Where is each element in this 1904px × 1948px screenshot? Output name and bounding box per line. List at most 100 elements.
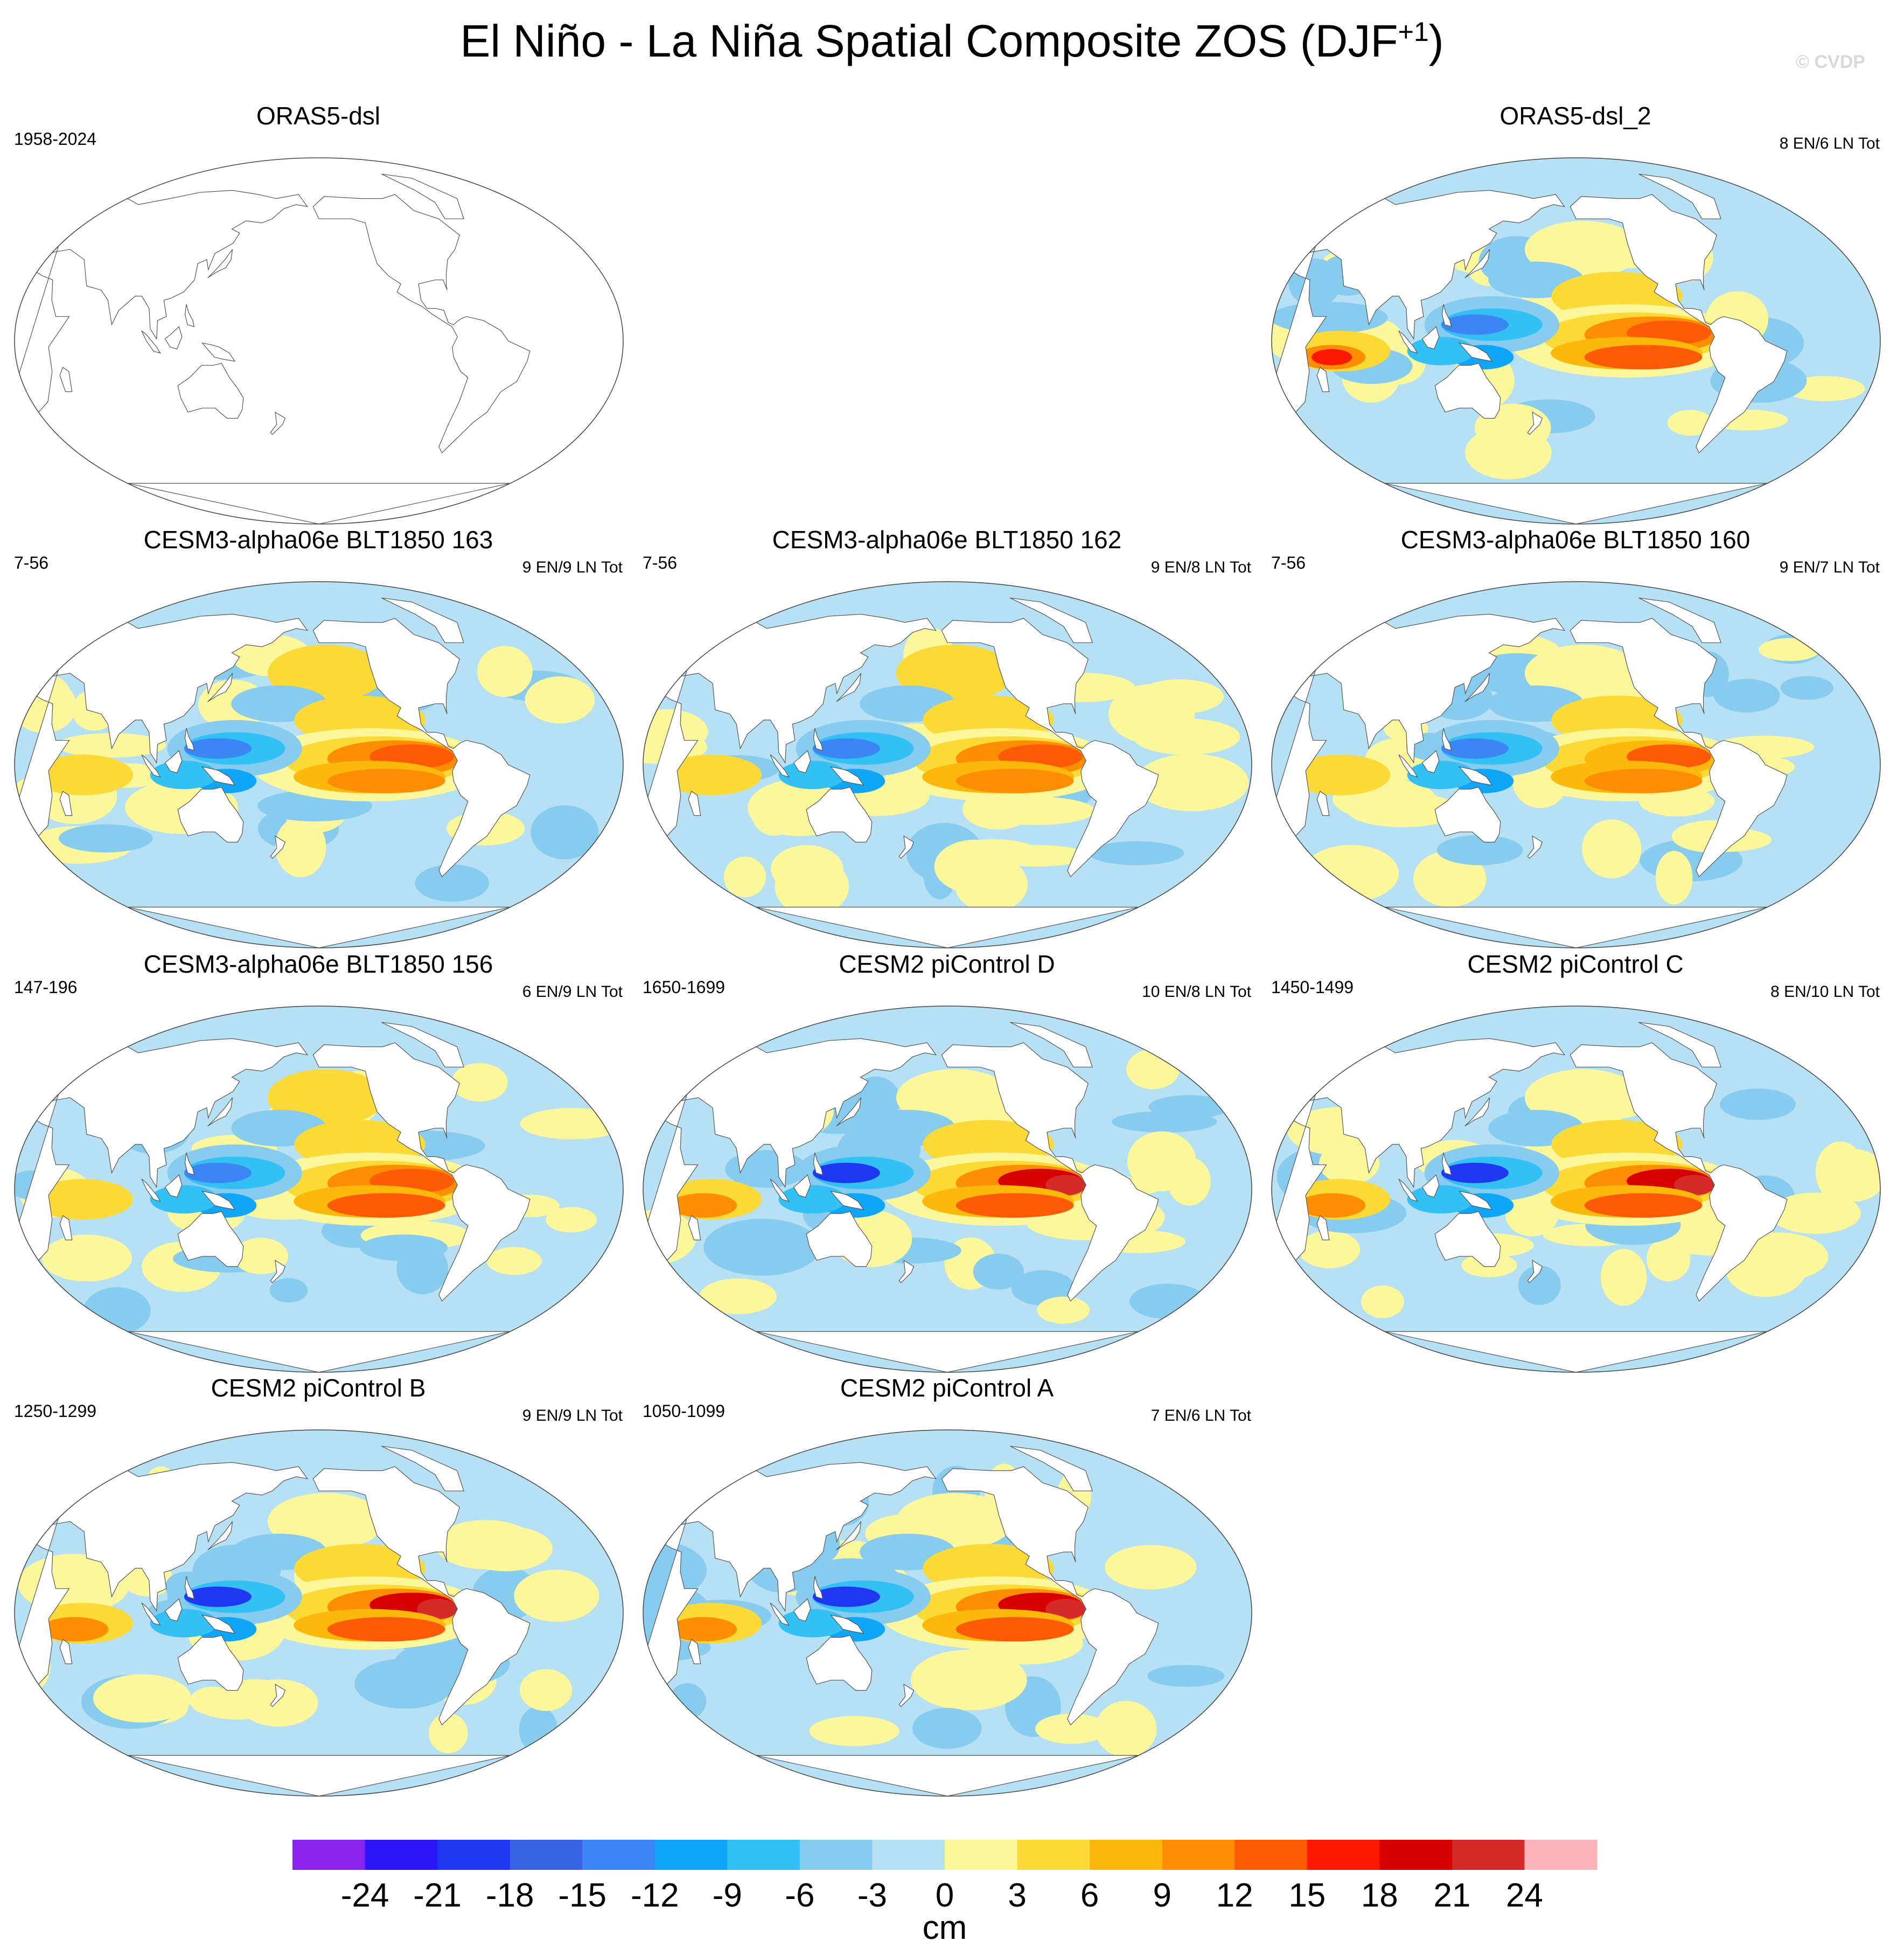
panel-event-counts: 10 EN/8 LN Tot xyxy=(1142,983,1251,1001)
map-panel-10: CESM2 piControl A 1050-1099 7 EN/6 LN To… xyxy=(633,1373,1261,1799)
coastline-philippines xyxy=(1441,728,1452,751)
coastline-newzealand xyxy=(1527,411,1543,435)
chart-title: El Niño - La Niña Spatial Composite ZOS … xyxy=(460,16,1444,66)
anomaly-contour xyxy=(778,1185,846,1214)
anomaly-contour xyxy=(184,1586,252,1607)
panel-period: 1050-1099 xyxy=(643,1401,726,1421)
map-border xyxy=(14,581,624,948)
coastline-americas xyxy=(312,618,531,877)
anomaly-contour xyxy=(239,1679,318,1727)
anomaly-contour xyxy=(451,1063,508,1102)
colorbar-tick-label: -12 xyxy=(631,1877,679,1914)
anomaly-contour xyxy=(1035,1713,1108,1744)
panel-title: ORAS5-dsl xyxy=(256,102,381,130)
coastline-antarctica xyxy=(1384,1331,1768,1372)
anomaly-contour xyxy=(1147,1665,1225,1687)
anomaly-contour xyxy=(1441,738,1509,759)
panel-period: 7-56 xyxy=(1271,553,1306,572)
panel-event-counts: 6 EN/9 LN Tot xyxy=(522,983,623,1001)
colorbar-tick-label: 0 xyxy=(936,1877,954,1914)
anomaly-contour xyxy=(1674,1175,1715,1196)
coastline-australia xyxy=(1434,786,1501,843)
coastline-australia xyxy=(177,1211,244,1267)
anomaly-contour xyxy=(327,1617,445,1642)
colorbar-tick-label: 21 xyxy=(1433,1877,1470,1914)
colorbar-tick-label: -24 xyxy=(341,1877,389,1914)
panel-period: 1450-1499 xyxy=(1271,978,1354,997)
map-plot xyxy=(1271,157,1881,525)
coastline-philippines xyxy=(813,1576,824,1600)
map-border xyxy=(1271,157,1881,525)
coastline-sumatra xyxy=(770,754,790,778)
coastline-antarctica xyxy=(127,1755,511,1796)
map-plot xyxy=(1271,1006,1881,1373)
anomaly-contour xyxy=(956,1617,1074,1642)
anomaly-contour xyxy=(32,1179,134,1220)
anomaly-contour xyxy=(1089,841,1184,865)
anomaly-contour xyxy=(1584,1193,1703,1218)
map-panel-6: CESM3-alpha06e BLT1850 156 147-196 6 EN/… xyxy=(4,949,632,1375)
coastline-borneo xyxy=(1421,326,1440,350)
anomaly-contour xyxy=(771,845,843,893)
anomaly-contour xyxy=(531,805,599,860)
colorbar-tick-label: -18 xyxy=(486,1877,534,1914)
anomaly-contour xyxy=(184,1162,252,1183)
anomaly-contour xyxy=(812,738,880,759)
coastline-philippines xyxy=(184,728,195,751)
coastline-sumatra xyxy=(141,330,161,354)
anomaly-contour xyxy=(1518,1265,1561,1305)
anomaly-contour xyxy=(150,760,218,790)
anomaly-contour xyxy=(1129,1283,1206,1319)
coastline-antarctica xyxy=(1384,483,1768,524)
coastline-philippines xyxy=(1441,1152,1452,1176)
coastline-newguinea xyxy=(829,1190,864,1210)
coastline-newguinea xyxy=(1458,766,1493,786)
coastline-borneo xyxy=(164,1174,183,1198)
colorbar-tick-label: 18 xyxy=(1361,1877,1398,1914)
anomaly-contour xyxy=(912,1708,982,1749)
colorbar-tick-label: -9 xyxy=(713,1877,742,1914)
colorbar-swatch xyxy=(582,1840,655,1870)
coastline-newguinea xyxy=(201,1190,236,1210)
anomaly-contour xyxy=(1127,1131,1196,1191)
coastline-australia xyxy=(806,1211,873,1267)
coastline-madagascar xyxy=(59,1639,73,1664)
coastline-americas xyxy=(1570,1042,1788,1302)
map-plot xyxy=(14,1429,624,1797)
map-border xyxy=(14,157,624,525)
anomaly-contour xyxy=(1298,1231,1361,1268)
anomaly-contour xyxy=(41,1617,109,1642)
anomaly-contour xyxy=(723,856,766,898)
anomaly-contour xyxy=(1582,819,1642,878)
coastline-japan xyxy=(836,1521,862,1551)
panel-event-counts: 9 EN/9 LN Tot xyxy=(522,558,623,576)
map-panel-5: CESM3-alpha06e BLT1850 160 7-56 9 EN/7 L… xyxy=(1261,525,1889,951)
chart-title-superscript: +1 xyxy=(1398,17,1429,47)
coastline-americas xyxy=(1570,194,1788,453)
map-panel-8: CESM2 piControl C 1450-1499 8 EN/10 LN T… xyxy=(1261,949,1889,1375)
coastline-newguinea xyxy=(1458,342,1493,362)
coastline-newzealand xyxy=(1527,1260,1543,1283)
map-field xyxy=(1272,1006,1880,1372)
colorbar-swatch xyxy=(799,1840,873,1870)
anomaly-contour xyxy=(1407,337,1475,366)
coastline-greenland xyxy=(381,597,464,643)
colorbar-swatch xyxy=(1524,1840,1598,1870)
coastline-sumatra xyxy=(770,1602,790,1626)
panel-event-counts: 9 EN/7 LN Tot xyxy=(1779,558,1880,576)
anomaly-contour xyxy=(669,1617,737,1642)
anomaly-contour xyxy=(1441,314,1509,335)
coastline-japan xyxy=(207,249,233,278)
coastline-sumatra xyxy=(141,1178,161,1202)
colorbar-tick-label: 9 xyxy=(1153,1877,1171,1914)
colorbar-tick-label: 12 xyxy=(1216,1877,1253,1914)
coastline-australia xyxy=(806,1635,873,1691)
colorbar-swatch xyxy=(510,1840,583,1870)
coastline-borneo xyxy=(164,1598,183,1622)
colorbar-swatch xyxy=(1090,1840,1163,1870)
coastline-australia xyxy=(177,1635,244,1691)
coastline-australia xyxy=(177,786,244,843)
coastline-borneo xyxy=(164,326,183,350)
anomaly-contour xyxy=(32,755,134,795)
anomaly-contour xyxy=(1346,792,1460,827)
